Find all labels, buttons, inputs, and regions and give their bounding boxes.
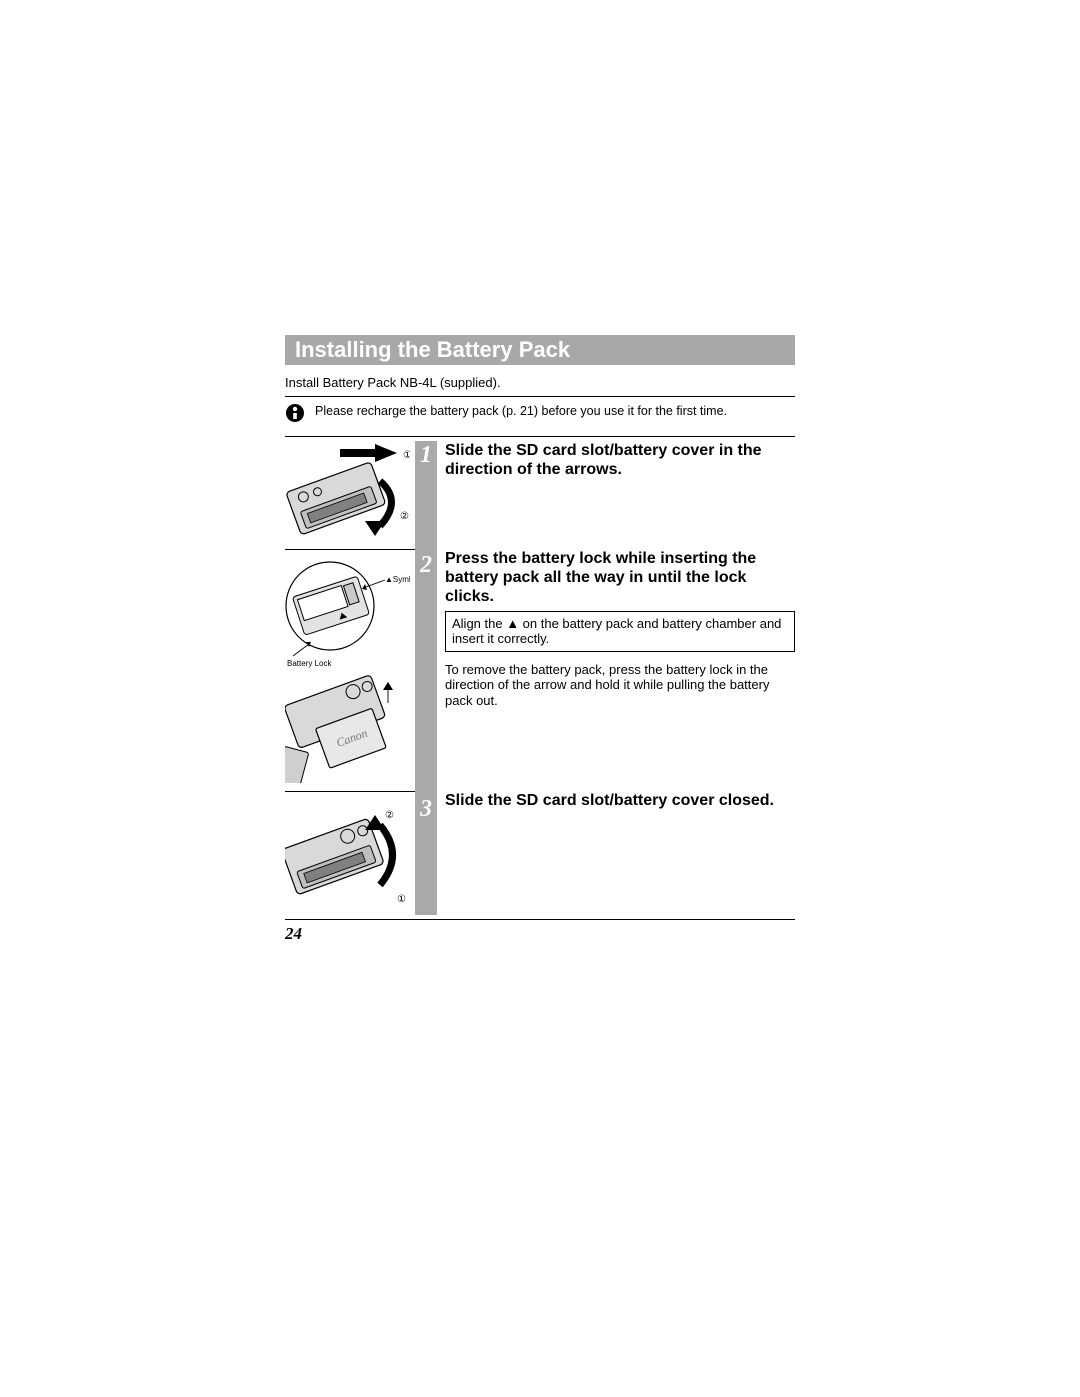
step-2-body-note: To remove the battery pack, press the ba…: [445, 662, 795, 709]
step-1-heading: Slide the SD card slot/battery cover in …: [445, 441, 795, 479]
step-2-number: 2: [415, 551, 437, 795]
circled-1-label: ①: [403, 450, 410, 461]
step-text-column: Slide the SD card slot/battery cover in …: [437, 441, 795, 915]
step-3-illustration: ② ①: [285, 800, 410, 910]
circled-2-label: ②: [400, 511, 409, 522]
step-1-number: 1: [415, 441, 437, 551]
section-title: Installing the Battery Pack: [295, 337, 570, 363]
step-2-boxed-note: Align the ▲ on the battery pack and batt…: [445, 611, 795, 652]
content-area: Installing the Battery Pack Install Batt…: [285, 335, 795, 924]
page-number: 24: [285, 924, 302, 944]
step-3-number: 3: [415, 795, 437, 915]
rule-bottom: [285, 919, 795, 920]
step-2-heading: Press the battery lock while inserting t…: [445, 549, 795, 607]
circled-2-label-b: ②: [385, 810, 394, 821]
warning-text: Please recharge the battery pack (p. 21)…: [315, 403, 795, 420]
warning-note-row: Please recharge the battery pack (p. 21)…: [285, 401, 795, 430]
section-subtitle: Install Battery Pack NB-4L (supplied).: [285, 375, 795, 390]
section-title-bar: Installing the Battery Pack: [285, 335, 795, 365]
battery-lock-label: Battery Lock: [287, 659, 332, 668]
rule-illus-2: [285, 791, 415, 792]
step-2-text: Press the battery lock while inserting t…: [445, 549, 795, 791]
circled-1-label-b: ①: [397, 894, 406, 905]
rule-illus-1: [285, 549, 415, 550]
step-3-heading: Slide the SD card slot/battery cover clo…: [445, 791, 795, 810]
step-1-text: Slide the SD card slot/battery cover in …: [445, 441, 795, 549]
step-3-text: Slide the SD card slot/battery cover clo…: [445, 791, 795, 901]
rule-top: [285, 396, 795, 397]
step-number-column: 1 2 3: [415, 441, 437, 915]
step-2-illustration: ▲Symbol Battery Lock: [285, 558, 410, 783]
illustration-column: ① ②: [285, 441, 415, 915]
step-1-illustration: ① ②: [285, 441, 410, 541]
steps-area: ① ②: [285, 441, 795, 915]
symbol-label: ▲Symbol: [385, 575, 410, 584]
warning-icon: [285, 403, 305, 428]
rule-after-note: [285, 436, 795, 437]
manual-page: Installing the Battery Pack Install Batt…: [0, 0, 1080, 1397]
